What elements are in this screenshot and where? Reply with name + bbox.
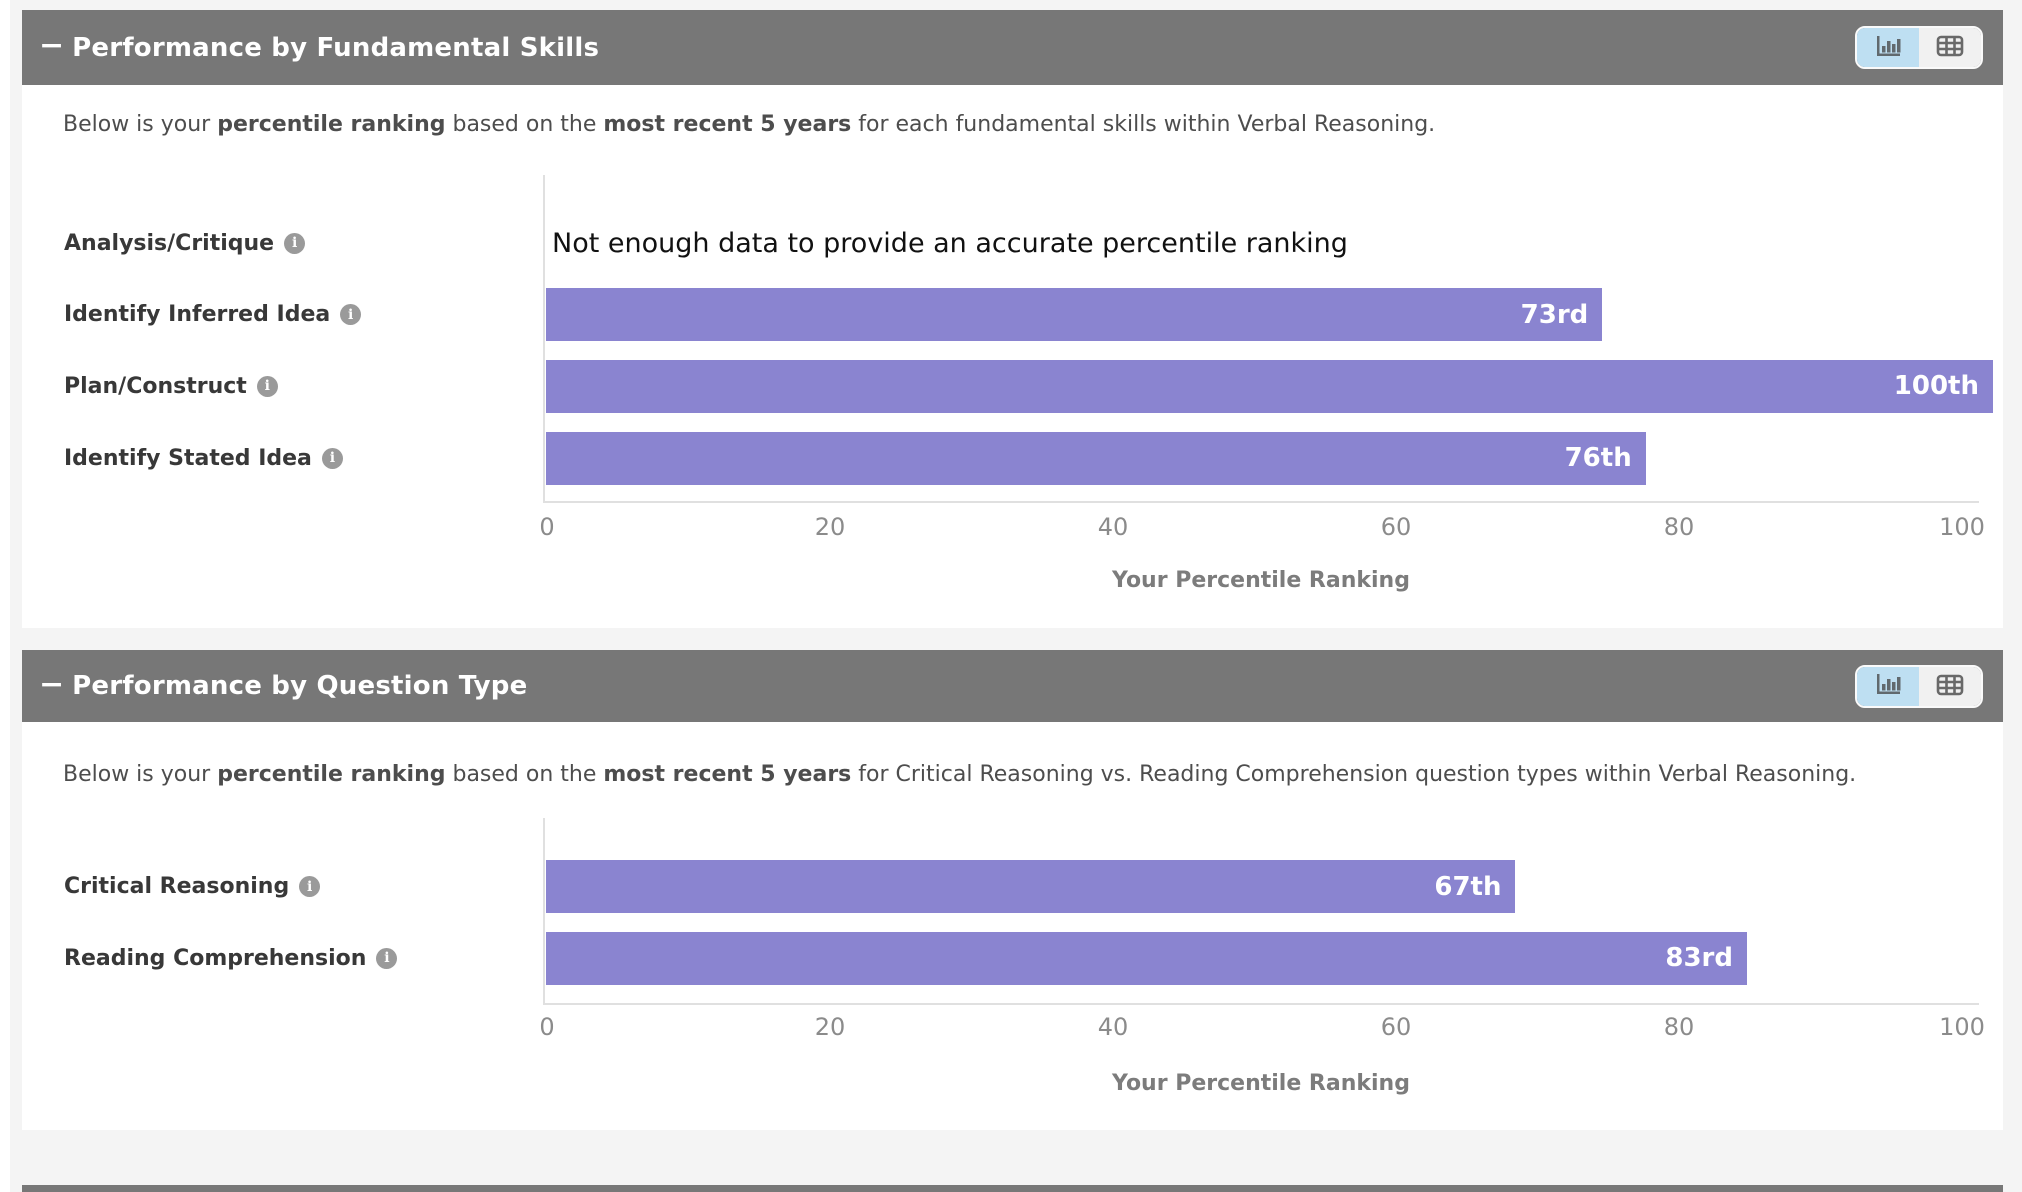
info-icon[interactable]: i xyxy=(376,947,398,969)
percentile-value-label: 76th xyxy=(1564,443,1632,474)
panel-fundamental-skills: − Performance by Fundamental Skills Belo… xyxy=(22,10,2003,628)
table-icon xyxy=(1936,674,1964,699)
table-view-button[interactable] xyxy=(1919,666,1981,706)
bar-chart-fundamental-skills: Analysis/Critique i Not enough data to pro… xyxy=(22,175,2003,615)
percentile-value-label: 67th xyxy=(1434,871,1502,902)
x-tick-label: 80 xyxy=(1663,1013,1695,1041)
x-tick-label: 60 xyxy=(1380,513,1412,541)
x-tick-label: 0 xyxy=(539,1013,555,1041)
table-icon xyxy=(1936,35,1964,60)
x-tick-label: 80 xyxy=(1663,513,1695,541)
chart-row: Analysis/Critique i Not enough data to pro… xyxy=(22,217,2003,270)
info-icon[interactable]: i xyxy=(284,232,306,254)
next-panel-header-edge xyxy=(22,1185,2003,1192)
chart-description: Below is your percentile ranking based o… xyxy=(63,762,1857,787)
category-label-text: Reading Comprehension xyxy=(64,945,367,971)
category-label: Identify Stated Idea i xyxy=(64,432,343,485)
category-label: Identify Inferred Idea i xyxy=(64,288,362,341)
percentile-value-label: 100th xyxy=(1893,371,1979,402)
category-label-text: Identify Stated Idea xyxy=(64,445,312,471)
info-icon[interactable]: i xyxy=(340,304,362,326)
info-icon[interactable]: i xyxy=(321,447,343,469)
panel-header-fundamental-skills[interactable]: − Performance by Fundamental Skills xyxy=(22,10,2003,85)
percentile-bar: 76th xyxy=(546,431,1646,485)
panel-question-type: − Performance by Question Type Below is … xyxy=(22,650,2003,1130)
category-label: Critical Reasoning i xyxy=(64,860,321,913)
chart-row: Identify Stated Idea i 76th xyxy=(22,431,2003,485)
x-axis-line xyxy=(543,1003,1979,1005)
x-tick-label: 20 xyxy=(814,1013,846,1041)
category-label: Reading Comprehension i xyxy=(64,932,398,985)
table-view-button[interactable] xyxy=(1919,28,1981,67)
x-tick-label: 40 xyxy=(1097,1013,1129,1041)
chart-view-button[interactable] xyxy=(1857,666,1919,706)
x-axis-line xyxy=(543,501,1979,503)
percentile-bar: 67th xyxy=(546,860,1516,913)
panel-body: Below is your percentile ranking based o… xyxy=(22,722,2003,1130)
percentile-bar: 100th xyxy=(546,359,1993,413)
chart-row: Critical Reasoning i 67th xyxy=(22,860,2003,913)
chart-row: Plan/Construct i 100th xyxy=(22,359,2003,413)
y-axis-line xyxy=(543,818,545,1003)
view-toggle xyxy=(1855,26,1983,69)
x-tick-label: 40 xyxy=(1097,513,1129,541)
info-icon[interactable]: i xyxy=(299,876,321,897)
page-left-margin xyxy=(0,0,10,1192)
category-label-text: Analysis/Critique xyxy=(64,230,275,256)
y-axis-line xyxy=(543,175,545,501)
x-tick-label: 20 xyxy=(814,513,846,541)
bar-chart-question-type: Critical Reasoning i 67th Reading Comprehen… xyxy=(22,818,2003,1118)
chart-description: Below is your percentile ranking based o… xyxy=(63,112,1436,137)
percentile-bar: 83rd xyxy=(546,931,1747,985)
x-tick-label: 100 xyxy=(1939,513,1985,541)
collapse-icon[interactable]: − xyxy=(39,28,65,63)
chart-row: Identify Inferred Idea i 73rd xyxy=(22,288,2003,342)
panel-body: Below is your percentile ranking based o… xyxy=(22,85,2003,628)
info-icon[interactable]: i xyxy=(256,375,278,397)
no-data-message: Not enough data to provide an accurate p… xyxy=(552,227,1348,259)
percentile-value-label: 73rd xyxy=(1520,299,1589,330)
chart-row: Reading Comprehension i 83rd xyxy=(22,931,2003,985)
x-tick-label: 0 xyxy=(539,513,555,541)
panel-header-question-type[interactable]: − Performance by Question Type xyxy=(22,650,2003,722)
percentile-bar: 73rd xyxy=(546,288,1603,342)
collapse-icon[interactable]: − xyxy=(39,666,65,702)
chart-view-button[interactable] xyxy=(1857,28,1919,67)
panel-title: Performance by Fundamental Skills xyxy=(72,32,600,63)
x-axis-title: Your Percentile Ranking xyxy=(1112,1071,1410,1096)
category-label: Plan/Construct i xyxy=(64,360,278,413)
view-toggle xyxy=(1855,664,1983,708)
bar-chart-icon xyxy=(1875,672,1902,700)
x-tick-label: 100 xyxy=(1939,1013,1985,1041)
x-axis-title: Your Percentile Ranking xyxy=(1112,568,1410,593)
category-label-text: Critical Reasoning xyxy=(64,874,290,899)
panel-title: Performance by Question Type xyxy=(72,671,528,701)
category-label-text: Plan/Construct xyxy=(64,373,247,399)
category-label-text: Identify Inferred Idea xyxy=(64,302,331,328)
percentile-value-label: 83rd xyxy=(1665,943,1733,973)
category-label: Analysis/Critique i xyxy=(64,217,306,270)
bar-chart-icon xyxy=(1875,34,1902,62)
x-tick-label: 60 xyxy=(1380,1013,1412,1041)
